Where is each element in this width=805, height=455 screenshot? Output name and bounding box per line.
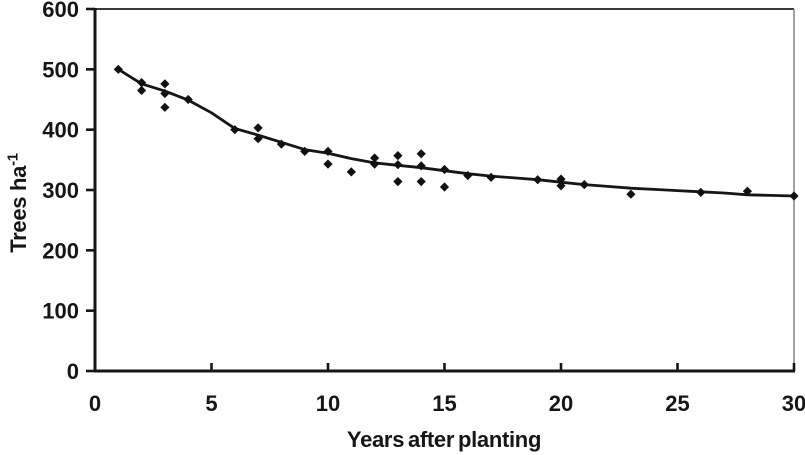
y-axis: 0 100 200 300 400 500 600 (42, 0, 97, 384)
data-point (486, 172, 496, 182)
data-point (393, 160, 403, 170)
y-axis-label: Trees ha (6, 165, 31, 253)
y-tick-label: 200 (42, 238, 79, 263)
y-tick-label: 600 (42, 0, 79, 22)
data-point (113, 64, 123, 74)
data-point (463, 170, 473, 181)
data-point (323, 146, 333, 156)
x-tick-label: 20 (549, 391, 573, 416)
data-point (556, 181, 566, 191)
data-point (230, 125, 240, 135)
x-tick-label: 15 (432, 391, 456, 416)
y-tick-label: 500 (42, 57, 79, 82)
data-point (416, 177, 426, 187)
data-point (253, 134, 263, 144)
data-point (160, 79, 170, 89)
y-tick-label: 300 (42, 178, 79, 203)
y-tick-label: 0 (67, 359, 79, 384)
data-point (137, 85, 147, 95)
data-point (626, 189, 636, 199)
x-tick-label: 5 (205, 391, 217, 416)
x-tick-label: 25 (665, 391, 689, 416)
data-point (439, 182, 450, 192)
data-point (300, 146, 310, 156)
x-axis-title: Years after planting (346, 427, 542, 452)
data-point (579, 180, 589, 190)
data-point (323, 159, 333, 169)
data-point (346, 167, 356, 177)
data-point (533, 175, 543, 185)
data-point (556, 174, 566, 184)
x-tick-label: 10 (316, 391, 340, 416)
y-axis-label-superscript: -1 (4, 153, 22, 166)
data-point (393, 177, 403, 187)
x-tick-label: 0 (89, 391, 101, 416)
trend-line (116, 67, 796, 198)
data-point (416, 161, 426, 171)
data-point (742, 186, 752, 196)
data-point (370, 159, 380, 169)
data-point (370, 153, 380, 163)
y-tick-label: 400 (42, 118, 79, 143)
data-point (789, 191, 799, 201)
y-tick-label: 100 (42, 299, 79, 324)
x-axis: 0 5 10 15 20 25 30 (89, 363, 805, 416)
x-tick-label: 30 (782, 391, 805, 416)
data-point (253, 123, 263, 133)
data-points-observed-stand-density (113, 64, 799, 201)
data-point (183, 94, 193, 105)
data-point (276, 139, 286, 149)
data-point (160, 102, 170, 112)
data-point (696, 187, 706, 197)
data-point (160, 88, 170, 99)
data-point (439, 164, 450, 175)
data-point (137, 78, 147, 88)
data-point (416, 149, 426, 159)
data-point (393, 151, 403, 161)
